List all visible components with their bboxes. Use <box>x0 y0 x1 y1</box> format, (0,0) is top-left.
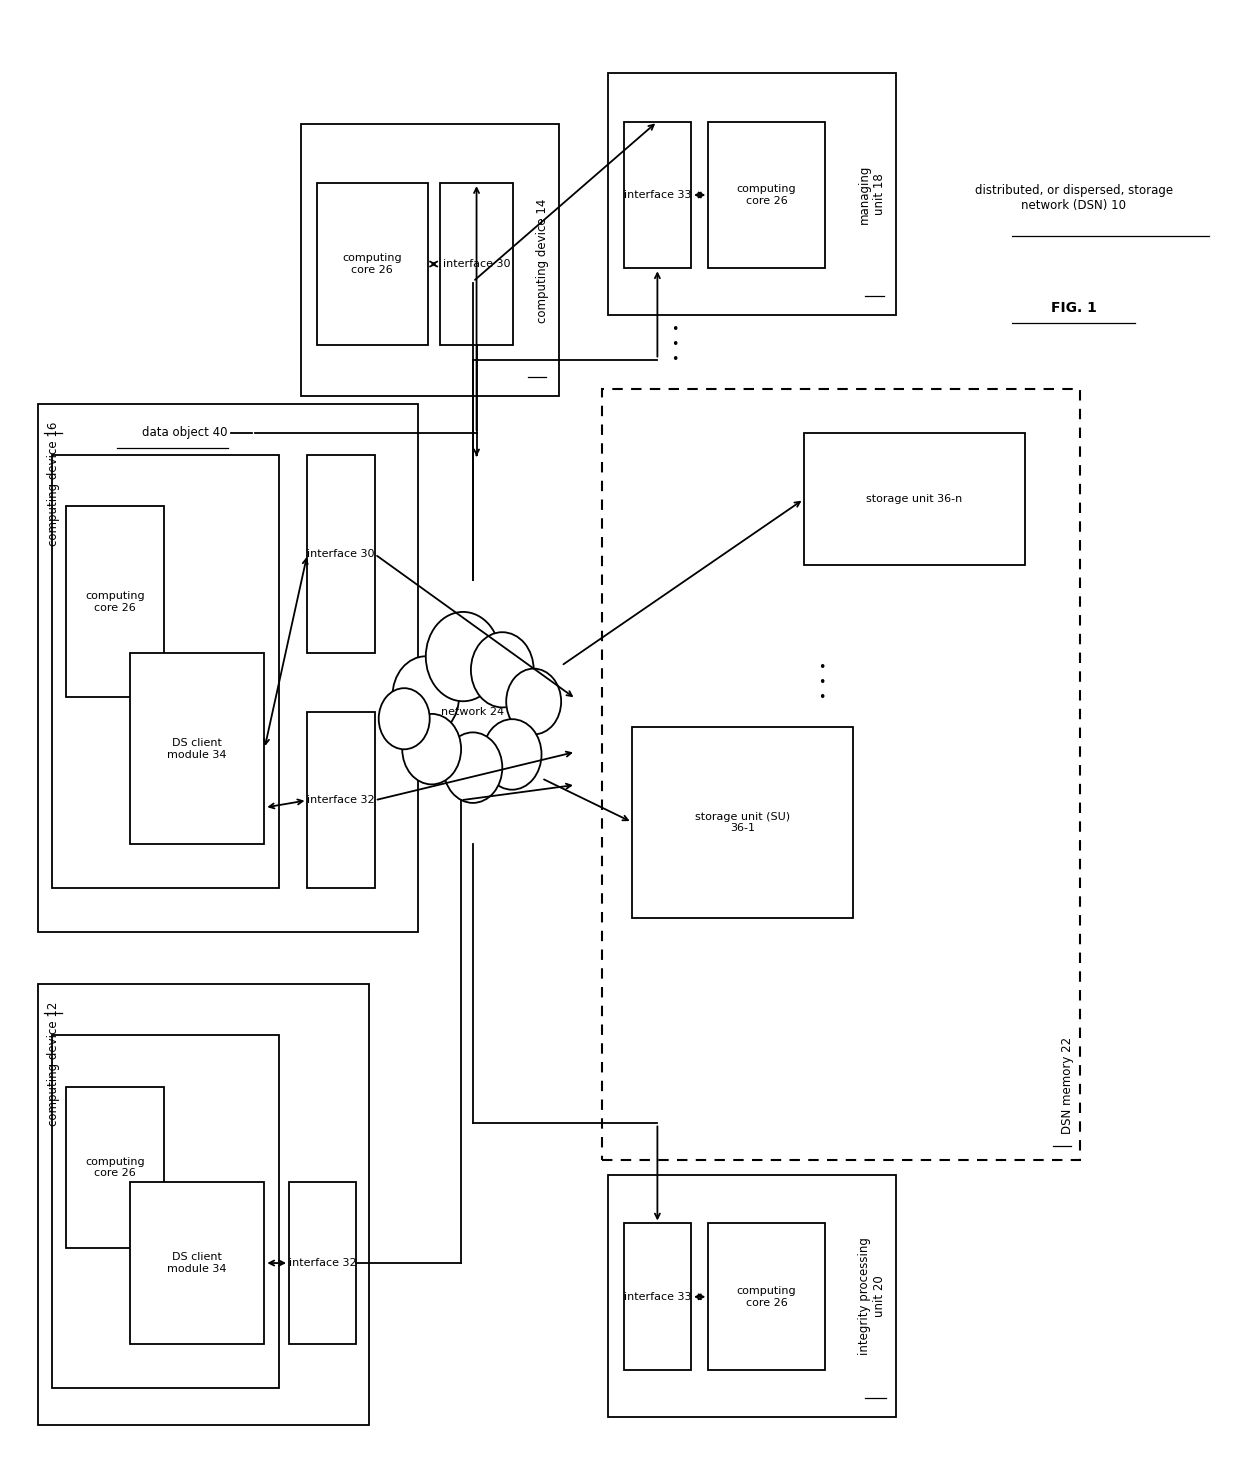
Text: storage unit (SU)
36-1: storage unit (SU) 36-1 <box>696 811 790 833</box>
Text: data object 40: data object 40 <box>143 427 228 439</box>
Bar <box>37 983 368 1425</box>
Text: computing
core 26: computing core 26 <box>737 184 796 206</box>
Circle shape <box>425 612 500 701</box>
Bar <box>317 184 428 346</box>
Text: •
•
•: • • • <box>818 661 826 704</box>
Text: interface 30: interface 30 <box>308 549 374 559</box>
Circle shape <box>402 713 461 785</box>
Circle shape <box>378 688 430 749</box>
Text: interface 32: interface 32 <box>308 795 374 805</box>
Text: network 24: network 24 <box>441 707 505 718</box>
Bar <box>708 122 825 268</box>
Bar <box>804 433 1024 565</box>
Text: computing device 12: computing device 12 <box>47 1001 61 1126</box>
Bar <box>624 122 691 268</box>
Text: computing
core 26: computing core 26 <box>342 254 402 274</box>
Text: computing
core 26: computing core 26 <box>737 1286 796 1308</box>
Text: DS client
module 34: DS client module 34 <box>167 739 227 759</box>
Text: integrity processing
unit 20: integrity processing unit 20 <box>858 1237 887 1355</box>
Bar <box>632 727 853 918</box>
Text: computing device 14: computing device 14 <box>536 199 549 323</box>
Circle shape <box>471 632 533 707</box>
Text: computing device 16: computing device 16 <box>47 421 61 546</box>
Bar <box>66 1087 164 1249</box>
Circle shape <box>506 669 562 734</box>
Bar <box>308 712 374 888</box>
Bar <box>52 1035 279 1388</box>
Text: FIG. 1: FIG. 1 <box>1050 301 1096 314</box>
Text: DSN memory 22: DSN memory 22 <box>1060 1037 1074 1133</box>
Text: interface 33: interface 33 <box>624 190 691 200</box>
Text: interface 32: interface 32 <box>289 1258 356 1268</box>
Bar <box>624 1223 691 1370</box>
Bar <box>440 184 513 346</box>
Bar <box>301 125 559 396</box>
Bar <box>66 506 164 697</box>
Bar <box>52 455 279 888</box>
Text: interface 30: interface 30 <box>443 260 511 268</box>
Bar <box>308 455 374 654</box>
Bar <box>708 1223 825 1370</box>
Bar <box>129 1182 264 1344</box>
Bar <box>608 1175 895 1418</box>
Text: •
•
•: • • • <box>672 323 678 366</box>
Circle shape <box>482 719 542 789</box>
Text: computing
core 26: computing core 26 <box>86 592 145 612</box>
Text: storage unit 36-n: storage unit 36-n <box>867 494 962 504</box>
Bar <box>608 73 895 316</box>
Bar <box>37 403 418 933</box>
Circle shape <box>444 733 502 802</box>
Circle shape <box>392 657 459 736</box>
Text: DS client
module 34: DS client module 34 <box>167 1252 227 1274</box>
Text: distributed, or dispersed, storage
network (DSN) 10: distributed, or dispersed, storage netwo… <box>975 184 1173 212</box>
Bar <box>601 389 1080 1160</box>
Text: computing
core 26: computing core 26 <box>86 1157 145 1179</box>
Text: interface 33: interface 33 <box>624 1292 691 1302</box>
Bar <box>129 654 264 844</box>
Text: managing
unit 18: managing unit 18 <box>858 165 887 224</box>
Bar <box>289 1182 356 1344</box>
